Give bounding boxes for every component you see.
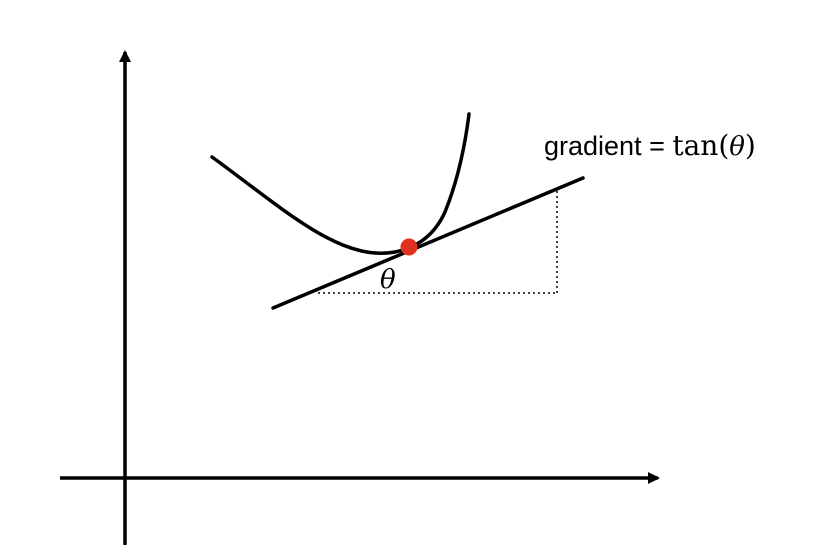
gradient-label-prefix: gradient = <box>544 131 672 161</box>
gradient-label: gradient = tan(θ) <box>544 129 756 162</box>
convex-curve <box>210 112 471 255</box>
gradient-label-argument: θ <box>729 132 745 162</box>
gradient-label-open-paren: ( <box>718 129 729 162</box>
gradient-label-close-paren: ) <box>745 129 756 162</box>
tangent-point <box>400 238 418 256</box>
tangent-line <box>271 176 585 310</box>
gradient-label-function: tan <box>672 129 718 162</box>
angle-label: θ <box>380 265 396 295</box>
